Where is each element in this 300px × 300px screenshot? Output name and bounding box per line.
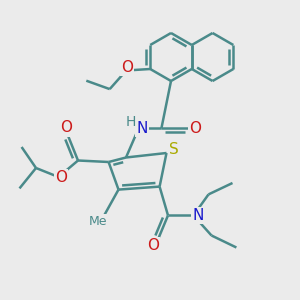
- Text: O: O: [189, 121, 201, 136]
- Text: N: N: [136, 121, 148, 136]
- Text: Me: Me: [89, 214, 107, 228]
- Text: O: O: [55, 170, 67, 185]
- Text: O: O: [121, 60, 133, 75]
- Text: O: O: [147, 238, 159, 253]
- Text: S: S: [169, 142, 179, 158]
- Text: N: N: [192, 208, 204, 223]
- Text: H: H: [126, 115, 136, 129]
- Text: O: O: [60, 120, 72, 135]
